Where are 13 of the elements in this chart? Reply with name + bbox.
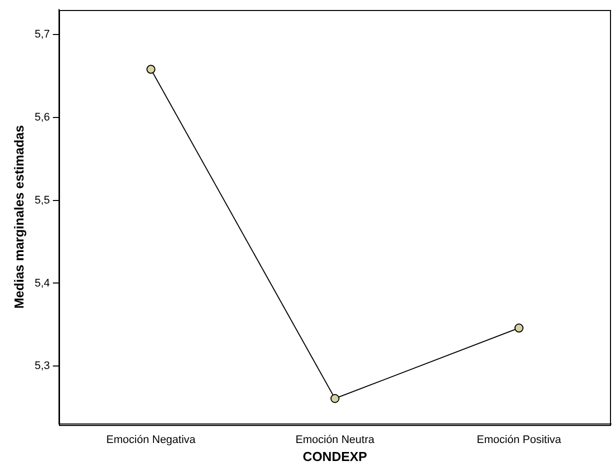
x-axis-title: CONDEXP bbox=[302, 448, 368, 464]
y-tick-label: 5,6 bbox=[34, 111, 50, 124]
point bbox=[146, 64, 156, 74]
point bbox=[514, 324, 524, 333]
point bbox=[330, 394, 340, 403]
x-tick-label: Emoción Negativa bbox=[106, 434, 196, 446]
y-tick-label: 5,4 bbox=[34, 277, 50, 290]
x-tick-label: Emoción Positiva bbox=[476, 434, 562, 446]
y-tick-label: 5,7 bbox=[34, 28, 50, 41]
y-axis-title: Medias marginales estimadas bbox=[11, 125, 26, 309]
y-tick-label: 5,5 bbox=[34, 194, 50, 206]
x-tick-label: Emoción Neutra bbox=[296, 434, 376, 446]
y-tick-label: 5,3 bbox=[34, 360, 50, 372]
